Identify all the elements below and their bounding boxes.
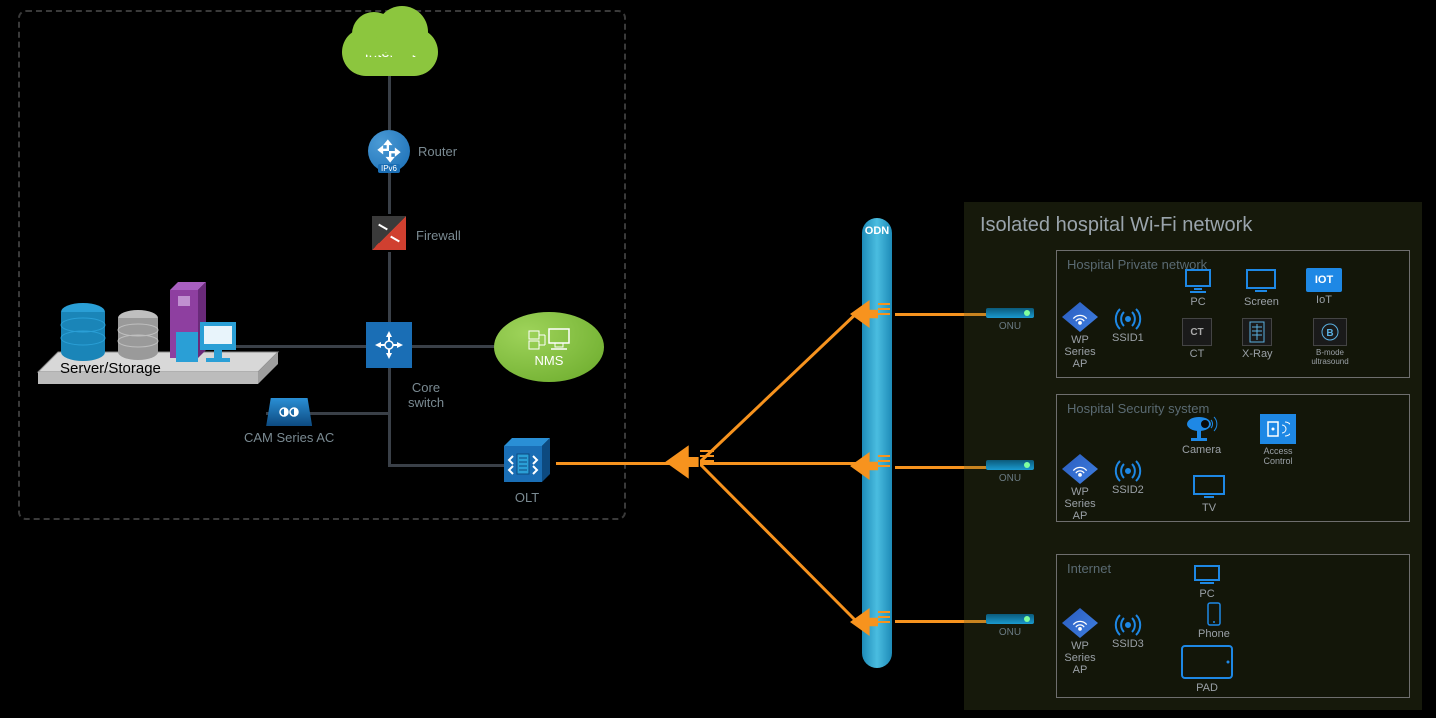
p1-xray-label: X-Ray [1242, 348, 1273, 360]
onu-2: ONU [986, 460, 1034, 484]
olt-node: OLT [504, 442, 550, 505]
splitter-odn-2 [850, 452, 878, 480]
sub-panel-1-title: Hospital Private network [1057, 251, 1409, 278]
p2-tv: TV [1192, 474, 1226, 514]
splitter-icon [665, 445, 699, 479]
ssid-2-label: SSID2 [1112, 484, 1144, 496]
edge-split-top [700, 307, 864, 467]
splitter-odn-2-fanout [878, 455, 890, 467]
nms-node: NMS [494, 312, 604, 382]
ap-2-icon [1062, 454, 1098, 484]
olt-icon [504, 442, 550, 482]
ssid-3: SSID3 [1112, 614, 1144, 650]
p2-camera-label: Camera [1182, 444, 1221, 456]
nms-label: NMS [535, 353, 564, 368]
p1-screen-label: Screen [1244, 296, 1279, 308]
isolated-wifi-title: Isolated hospital Wi-Fi network [964, 202, 1422, 249]
edge-olt-split [556, 462, 670, 465]
ssid-1-label: SSID1 [1112, 332, 1144, 344]
p3-pad-label: PAD [1196, 682, 1218, 694]
svg-text:B: B [1326, 328, 1333, 339]
ssid-1: SSID1 [1112, 308, 1144, 344]
splitter-main [668, 448, 696, 476]
ap-2-label: WP Series AP [1058, 486, 1102, 522]
ap-2: WP Series AP [1058, 454, 1102, 522]
edge-router-firewall [388, 172, 391, 214]
p1-screen: Screen [1244, 268, 1279, 308]
p1-pc-label: PC [1190, 296, 1205, 308]
odn-cylinder [862, 218, 892, 668]
p2-tv-label: TV [1202, 502, 1216, 514]
nms-icon: NMS [494, 312, 604, 382]
firewall-label: Firewall [416, 228, 461, 243]
ap-3: WP Series AP [1058, 608, 1102, 676]
ssid-2: SSID2 [1112, 460, 1144, 496]
p1-bmode: B B-mode ultrasound [1300, 318, 1360, 366]
ap-1-label: WP Series AP [1058, 334, 1102, 370]
server-storage-label: Server/Storage [60, 360, 161, 377]
onu-1: ONU [986, 308, 1034, 332]
ap-1: WP Series AP [1058, 302, 1102, 370]
edge-core-nms [412, 345, 506, 348]
cam-ac-label: CAM Series AC [244, 430, 334, 445]
cam-ac-icon [266, 398, 312, 426]
splitter-odn-1-fanout [878, 303, 890, 315]
edge-firewall-core [388, 252, 391, 326]
sub-panel-2-title: Hospital Security system [1057, 395, 1409, 422]
ssid-3-label: SSID3 [1112, 638, 1144, 650]
olt-label: OLT [515, 490, 539, 505]
p1-pc: PC [1182, 268, 1214, 308]
internet-label: Internet [365, 44, 416, 61]
p3-phone-label: Phone [1198, 628, 1230, 640]
p3-phone: Phone [1198, 602, 1230, 640]
p3-pc-label: PC [1199, 588, 1214, 600]
router-node: IPv6 [368, 130, 410, 173]
p1-iot: IOT IoT [1306, 268, 1342, 306]
p1-iot-label: IoT [1316, 294, 1332, 306]
edge-core-olt [388, 464, 508, 467]
core-switch-node [366, 322, 412, 368]
onu-2-label: ONU [999, 473, 1021, 484]
core-switch-label: Core switch [396, 380, 456, 410]
p1-ct: CT CT [1182, 318, 1212, 360]
edge-internet-router [388, 72, 391, 130]
core-switch-icon [366, 322, 412, 368]
server-storage [28, 272, 288, 402]
sub-panel-2: Hospital Security system [1056, 394, 1410, 522]
ap-3-icon [1062, 608, 1098, 638]
cam-ac-node: CAM Series AC [244, 398, 334, 445]
router-label: Router [418, 144, 457, 159]
firewall-node [372, 216, 406, 250]
ap-3-label: WP Series AP [1058, 640, 1102, 676]
internet-cloud: Internet [342, 28, 438, 76]
splitter-odn-1 [850, 300, 878, 328]
router-ipv6: IPv6 [378, 164, 400, 173]
sub-panel-3-title: Internet [1057, 555, 1409, 582]
p3-pad: PAD [1180, 644, 1234, 694]
splitter-main-fanout [700, 450, 714, 462]
onu-3-label: ONU [999, 627, 1021, 638]
p2-access-label: Access Control [1248, 446, 1308, 466]
firewall-icon [372, 216, 406, 250]
edge-split-bot [700, 462, 864, 630]
onu-3: ONU [986, 614, 1034, 638]
ap-1-icon [1062, 302, 1098, 332]
p1-ct-label: CT [1190, 348, 1205, 360]
odn-label: ODN [862, 225, 892, 237]
p2-access: Access Control [1248, 414, 1308, 466]
edge-core-down [388, 368, 391, 466]
splitter-odn-3-fanout [878, 611, 890, 623]
p3-pc: PC [1192, 564, 1222, 600]
p2-camera: Camera [1182, 414, 1221, 456]
p1-xray: X-Ray [1242, 318, 1273, 360]
splitter-odn-3 [850, 608, 878, 636]
p1-bmode-label: B-mode ultrasound [1300, 348, 1360, 366]
onu-1-label: ONU [999, 321, 1021, 332]
